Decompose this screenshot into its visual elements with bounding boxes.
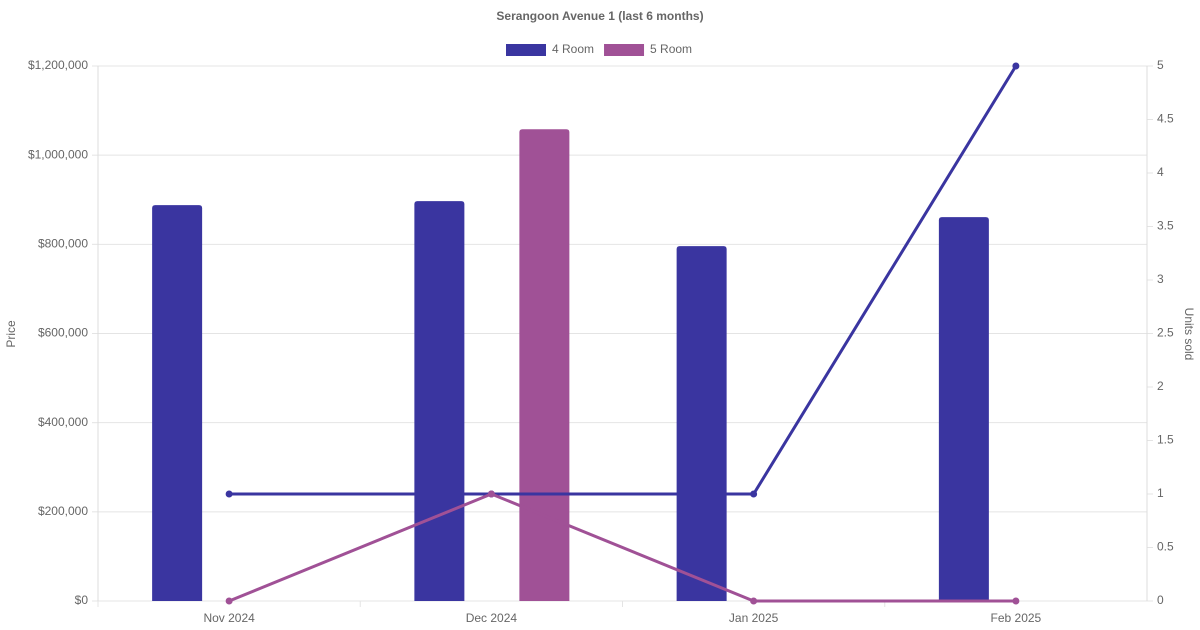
y2-tick-label: 3 xyxy=(1157,272,1164,286)
point xyxy=(750,597,758,605)
x-tick-label: Dec 2024 xyxy=(466,611,518,625)
y-tick-label: $400,000 xyxy=(38,415,88,429)
chart-title: Serangoon Avenue 1 (last 6 months) xyxy=(496,9,703,23)
y-tick-label: $600,000 xyxy=(38,326,88,340)
y-tick-label: $200,000 xyxy=(38,504,88,518)
y-tick-label: $800,000 xyxy=(38,237,88,251)
bar xyxy=(152,205,203,601)
point xyxy=(225,490,233,498)
y2-tick-label: 2 xyxy=(1157,379,1164,393)
bar xyxy=(414,201,465,601)
line xyxy=(229,65,1018,496)
y2-tick-label: 0.5 xyxy=(1157,540,1174,554)
y2-tick-label: 1 xyxy=(1157,486,1164,500)
y-tick-label: $1,000,000 xyxy=(28,147,88,161)
bar xyxy=(519,129,570,601)
y2-axis-label: Units sold xyxy=(1182,308,1196,361)
y2-tick-label: 2.5 xyxy=(1157,326,1174,340)
y2-tick-label: 4.5 xyxy=(1157,112,1174,126)
point xyxy=(225,597,233,605)
point xyxy=(1012,597,1020,605)
y2-tick-label: 0 xyxy=(1157,593,1164,607)
y2-tick-label: 3.5 xyxy=(1157,219,1174,233)
legend-swatch[interactable] xyxy=(506,44,546,56)
legend-label[interactable]: 5 Room xyxy=(650,42,692,56)
y2-tick-label: 5 xyxy=(1157,58,1164,72)
legend-swatch[interactable] xyxy=(604,44,645,56)
y2-tick-label: 4 xyxy=(1157,165,1164,179)
legend-label[interactable]: 4 Room xyxy=(552,42,594,56)
line xyxy=(228,492,1016,603)
bar xyxy=(938,217,989,601)
x-tick-label: Feb 2025 xyxy=(991,611,1042,625)
bar xyxy=(676,246,727,601)
y-tick-label: $1,200,000 xyxy=(28,58,88,72)
y2-tick-label: 1.5 xyxy=(1157,433,1174,447)
x-tick-label: Nov 2024 xyxy=(203,611,255,625)
x-tick-label: Jan 2025 xyxy=(729,611,779,625)
point xyxy=(1012,62,1020,70)
point xyxy=(487,490,495,498)
y-tick-label: $0 xyxy=(75,593,89,607)
point xyxy=(750,490,758,498)
y-axis-label: Price xyxy=(4,320,18,348)
